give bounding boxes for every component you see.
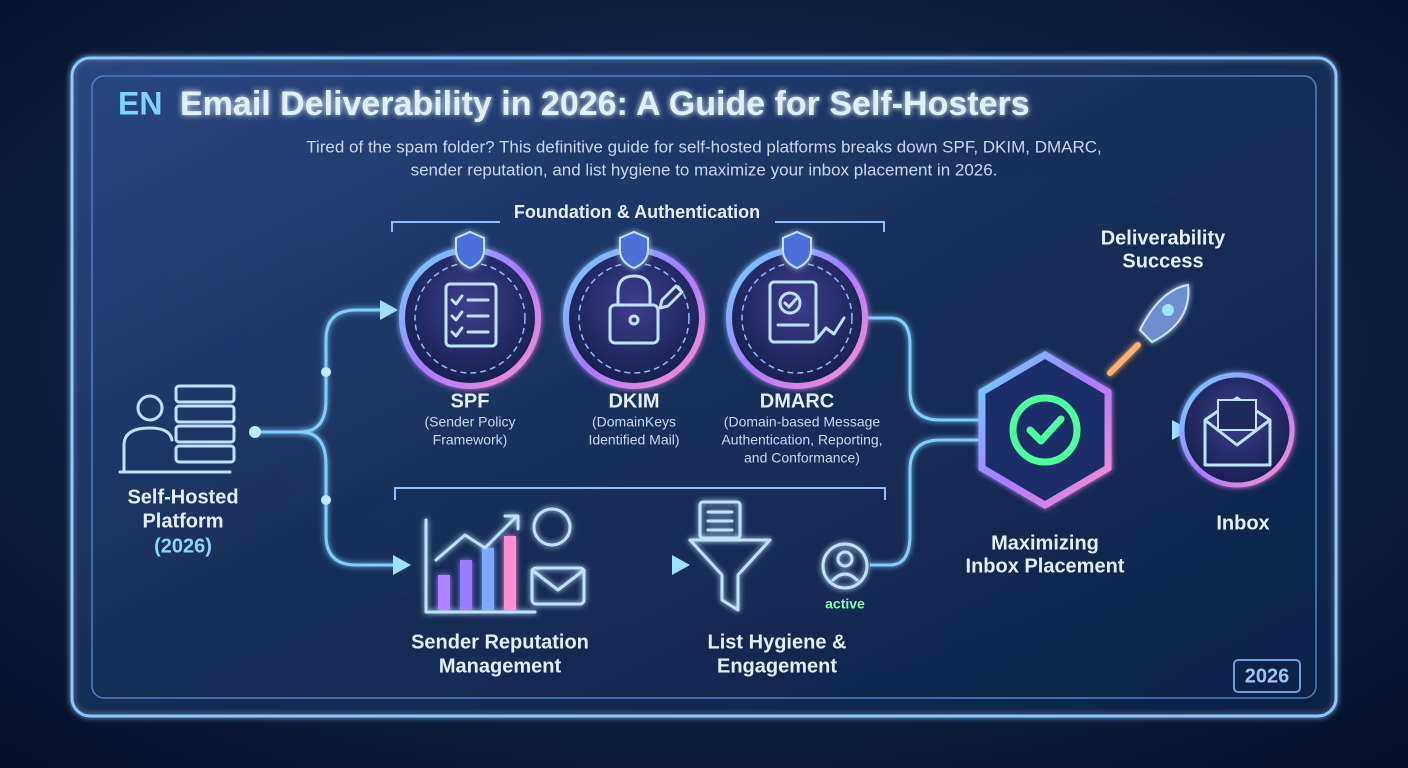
node-detail: Framework) [433,432,508,448]
source-icon [118,384,236,474]
shield-icon [782,230,812,270]
success-label: Success [1122,250,1203,272]
node-label: DMARC [760,390,834,412]
flow-line [870,438,985,567]
inbox-label: Inbox [1216,512,1269,534]
flow-line [865,316,985,422]
inbox-icon [1179,372,1295,488]
flow-lines [249,300,1190,575]
hygiene-icon [688,500,869,612]
node-ring [399,247,541,389]
node-detail: (Sender Policy [424,414,515,430]
reputation-icon [424,507,586,614]
practice-label: Management [439,655,562,677]
hub-label: Inbox Placement [966,555,1125,577]
node-label: DKIM [608,390,659,412]
node-detail: (DomainKeys [592,414,676,430]
shield-icon [619,230,649,270]
practice-label: List Hygiene & [708,631,847,653]
dkim-icon [608,274,684,345]
node-inner-ring [414,262,526,374]
node-inner-ring [578,262,690,374]
spf-icon [444,282,498,348]
practice-label: Sender Reputation [411,631,589,653]
node-label: SPF [451,390,490,412]
group-bracket [391,221,885,232]
group-label: Foundation & Authentication [514,202,760,222]
panel [70,56,1338,718]
source-label: Self-Hosted [127,486,238,508]
group-bracket [394,487,886,500]
title: Email Deliverability in 2026: A Guide fo… [180,85,1030,123]
status-label: active [825,596,865,612]
node-dot [249,426,261,438]
corner-badge-frame [1233,659,1301,693]
language-badge: EN [118,85,162,121]
dmarc-icon [768,280,846,344]
panel-inner [91,75,1317,699]
node-inner-ring [741,262,853,374]
node-dot [321,367,331,377]
shield-icon [455,230,485,270]
node-dot [321,495,331,505]
subtitle: sender reputation, and list hygiene to m… [411,160,998,179]
rocket-icon [1107,283,1190,376]
practice-label: Engagement [717,655,837,677]
source-label: Platform [142,510,223,532]
corner-badge: 2026 [1245,665,1290,687]
node-detail: (Domain-based Message [724,414,881,430]
success-label: Deliverability [1101,227,1226,249]
subtitle: Tired of the spam folder? This definitiv… [306,137,1102,156]
auth-nodes [399,230,868,389]
hub-icon [978,350,1112,510]
node-detail: and Conformance) [744,450,860,466]
node-detail: Identified Mail) [588,432,679,448]
node-detail: Authentication, Reporting, [721,432,882,448]
source-year: (2026) [154,535,212,557]
flow-line [299,430,405,567]
hub-label: Maximizing [991,532,1099,554]
node-ring [563,247,705,389]
